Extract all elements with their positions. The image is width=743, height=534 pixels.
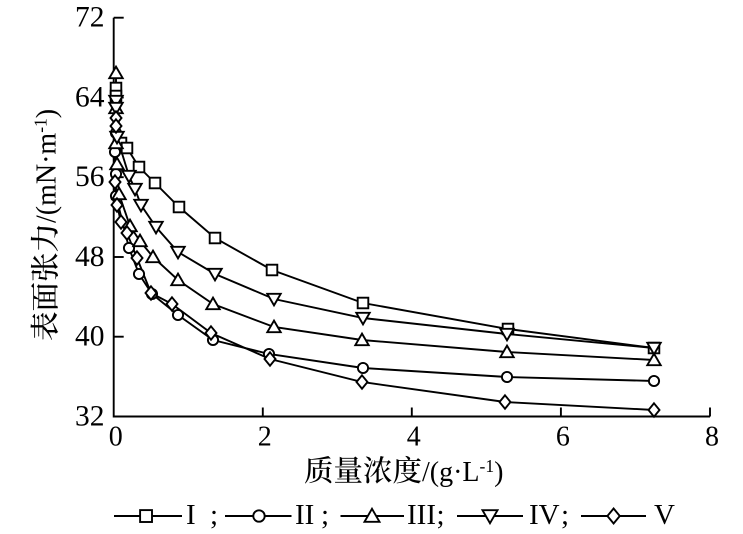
svg-text:48: 48 xyxy=(75,241,105,273)
svg-text:;: ; xyxy=(437,499,445,531)
svg-text:/(mN·m-1): /(mN·m-1) xyxy=(31,109,63,223)
svg-text:4: 4 xyxy=(407,422,421,453)
svg-text:8: 8 xyxy=(705,422,719,453)
svg-text:0: 0 xyxy=(109,422,123,453)
svg-text:I: I xyxy=(186,499,196,531)
svg-text:6: 6 xyxy=(556,422,570,453)
svg-text:;: ; xyxy=(210,499,218,531)
svg-text:IV: IV xyxy=(529,499,560,531)
svg-text:56: 56 xyxy=(75,161,105,193)
svg-text:32: 32 xyxy=(75,401,105,433)
svg-text:64: 64 xyxy=(75,82,105,114)
svg-text:;: ; xyxy=(561,499,569,531)
svg-text:2: 2 xyxy=(258,422,272,453)
svg-text:V: V xyxy=(654,499,675,531)
svg-text:72: 72 xyxy=(75,2,105,34)
svg-text:III: III xyxy=(407,499,436,531)
svg-text:40: 40 xyxy=(75,321,105,353)
svg-text:II: II xyxy=(295,499,314,531)
svg-text:;: ; xyxy=(321,499,329,531)
svg-text:/(g·L-1): /(g·L-1) xyxy=(422,456,503,488)
